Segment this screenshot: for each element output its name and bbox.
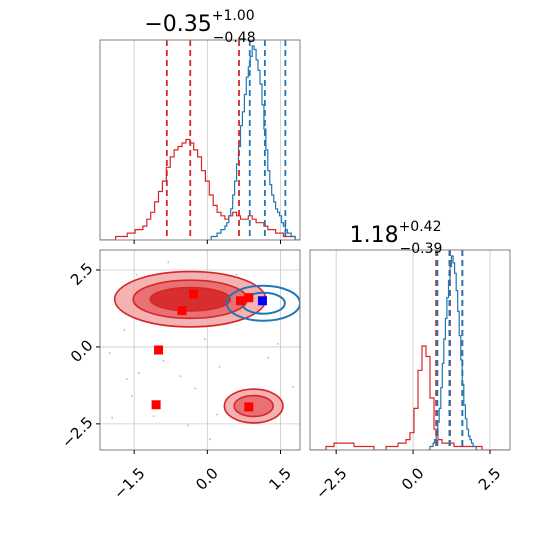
joint-scatter-point-4 (152, 415, 155, 418)
marginal-y-title-sub: −0.39 (399, 241, 442, 257)
joint-scatter-point-5 (179, 375, 182, 378)
marginal-y-hist-series-1 (426, 255, 480, 450)
joint-scatter-point-20 (162, 359, 165, 362)
joint-red-marker-6 (244, 402, 254, 412)
marginal-y-tick-label-1: 0.0 (398, 464, 428, 494)
joint-red-marker-5 (151, 400, 161, 410)
joint-red-marker-4 (154, 345, 164, 355)
marginal-y-tick-label-2: 2.5 (475, 464, 505, 494)
joint-scatter-point-12 (167, 261, 170, 264)
marginal-x-frame (99, 39, 301, 241)
joint-y-tick-label-1: 0.0 (67, 336, 97, 366)
marginal-x-title-sup: +1.00 (212, 8, 255, 24)
joint-scatter-point-8 (218, 366, 221, 368)
marginal-y-hist-series-0 (310, 345, 510, 450)
joint-blue-contour-0-0 (225, 284, 300, 322)
marginal-x-hist-series-1 (207, 45, 300, 240)
marginal-x-hist-series-0 (100, 138, 300, 240)
joint-scatter-point-10 (108, 352, 111, 354)
joint-blue-marker-0 (257, 296, 267, 306)
marginal-x-title-value: −0.35 (144, 12, 211, 37)
joint-scatter-point-13 (235, 273, 238, 276)
joint-scatter-point-17 (291, 386, 294, 388)
joint-y-tick-label-2: −2.5 (58, 413, 96, 451)
marginal-x-panel: −0.35+1.00 −0.48 (99, 8, 301, 244)
marginal-y-title: 1.18+0.42 −0.39 (350, 219, 443, 257)
joint-y-tick-label-0: 2.5 (67, 259, 97, 289)
joint-red-marker-0 (189, 289, 199, 299)
marginal-y-frame (309, 249, 511, 451)
marginal-x-title: −0.35+1.00 −0.48 (144, 8, 255, 46)
joint-scatter-point-3 (135, 273, 138, 276)
joint-scatter-point-0 (125, 378, 128, 381)
joint-scatter-point-16 (208, 438, 211, 441)
marginal-y-title-sup: +0.42 (399, 219, 442, 235)
joint-x-tick-label-1: 0.0 (192, 464, 222, 494)
joint-scatter-point-7 (203, 338, 206, 341)
joint-red-contour-1-1 (233, 394, 274, 418)
joint-red-contour-0-2 (149, 286, 232, 312)
joint-frame (99, 249, 301, 451)
joint-scatter-point-6 (194, 387, 197, 390)
marginal-y-title-value: 1.18 (350, 223, 399, 248)
joint-red-marker-1 (177, 306, 187, 316)
joint-scatter-point-18 (130, 395, 133, 398)
joint-panel: −1.5 0.0 1.5 2.5 0.0 −2.5 (58, 249, 301, 503)
joint-red-marker-3 (244, 293, 254, 303)
joint-scatter-point-15 (186, 424, 189, 427)
joint-red-marker-2 (235, 296, 245, 306)
joint-scatter-point-23 (216, 413, 218, 416)
joint-scatter-point-21 (267, 356, 270, 359)
joint-x-tick-label-2: 1.5 (265, 464, 295, 494)
joint-x-tick-label-0: −1.5 (110, 464, 148, 502)
marginal-x-title-sub: −0.48 (213, 30, 256, 46)
marginal-y-panel: −2.5 0.0 2.5 1.18+0.42 −0.39 (309, 219, 511, 503)
joint-scatter-point-2 (123, 329, 126, 331)
joint-scatter-point-11 (277, 342, 279, 345)
joint-scatter-point-22 (111, 416, 114, 419)
joint-scatter-point-1 (138, 372, 140, 374)
marginal-y-tick-label-0: −2.5 (312, 464, 350, 502)
